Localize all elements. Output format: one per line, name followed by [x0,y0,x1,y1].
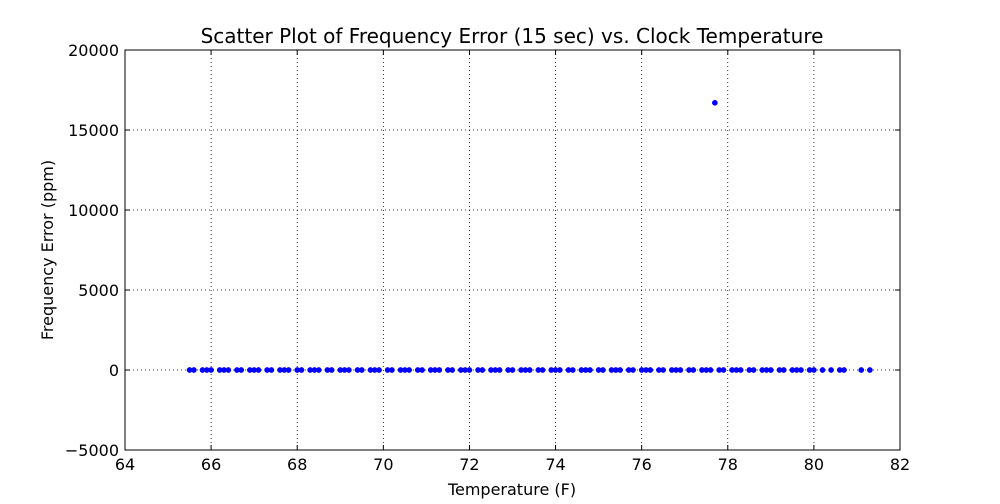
scatter-point [587,367,593,373]
scatter-point [767,367,774,373]
scatter-point [268,367,275,373]
scatter-point [780,367,787,373]
scatter-point [712,99,718,106]
scatter-point [617,367,623,373]
scatter-point [255,367,262,373]
scatter-point [466,367,473,373]
x-tick-label: 70 [373,455,393,474]
x-tick-label: 72 [459,455,479,474]
scatter-point [389,367,395,373]
plot-area-frame [124,49,901,451]
scatter-point [600,367,606,373]
scatter-point [841,367,847,373]
x-tick-label: 64 [115,455,135,474]
x-tick-label: 80 [804,455,824,474]
x-tick-label: 66 [201,455,221,474]
scatter-point [707,367,714,373]
scatter-point [509,367,516,373]
axis-tick-labels: 64 66 68 70 72 74 76 78 80 82 −5000 0 5000 10000 15000… [65,41,910,474]
y-axis-label: Frequency Error (ppm) [38,160,57,340]
scatter-point [858,367,865,373]
grid [125,50,900,450]
scatter-point [811,367,817,373]
scatter-point [419,367,425,373]
scatter-point [798,367,804,373]
scatter-point [238,367,245,373]
scatter-point [328,367,335,373]
scatter-point [677,367,684,373]
chart-title: Scatter Plot of Frequency Error (15 sec)… [201,24,824,48]
axis-ticks [124,49,901,451]
scatter-point [569,367,576,373]
scatter-point [496,367,503,373]
scatter-point [660,367,667,373]
data-points [186,99,873,373]
scatter-point [867,367,873,373]
scatter-point [479,367,486,373]
x-tick-label: 76 [631,455,651,474]
scatter-point [539,367,546,373]
scatter-point [828,367,834,373]
scatter-point [358,367,365,373]
scatter-point [750,367,757,373]
y-tick-label: 5000 [78,281,119,300]
scatter-point [285,367,292,373]
y-tick-label: 0 [109,361,119,380]
scatter-point [315,367,322,373]
y-tick-label: 15000 [68,121,119,140]
x-tick-label: 68 [287,455,307,474]
scatter-point [526,367,533,373]
scatter-point [346,367,352,373]
scatter-point [737,367,744,373]
scatter-point [819,367,826,373]
scatter-point [720,367,727,373]
y-tick-label: −5000 [65,441,119,460]
scatter-point [298,367,305,373]
y-tick-label: 20000 [68,41,119,60]
scatter-point [630,367,636,373]
scatter-point [208,367,214,373]
scatter-point [406,367,413,373]
scatter-point [191,367,197,373]
scatter-point [225,367,232,373]
scatter-point [449,367,456,373]
scatter-point [436,367,443,373]
scatter-point [376,367,382,373]
x-tick-label: 82 [890,455,910,474]
scatter-point [557,367,563,373]
x-axis-label: Temperature (F) [447,480,576,499]
scatter-point [690,367,697,373]
x-tick-label: 78 [718,455,738,474]
y-tick-label: 10000 [68,201,119,220]
x-tick-label: 74 [545,455,565,474]
scatter-point [647,367,654,373]
